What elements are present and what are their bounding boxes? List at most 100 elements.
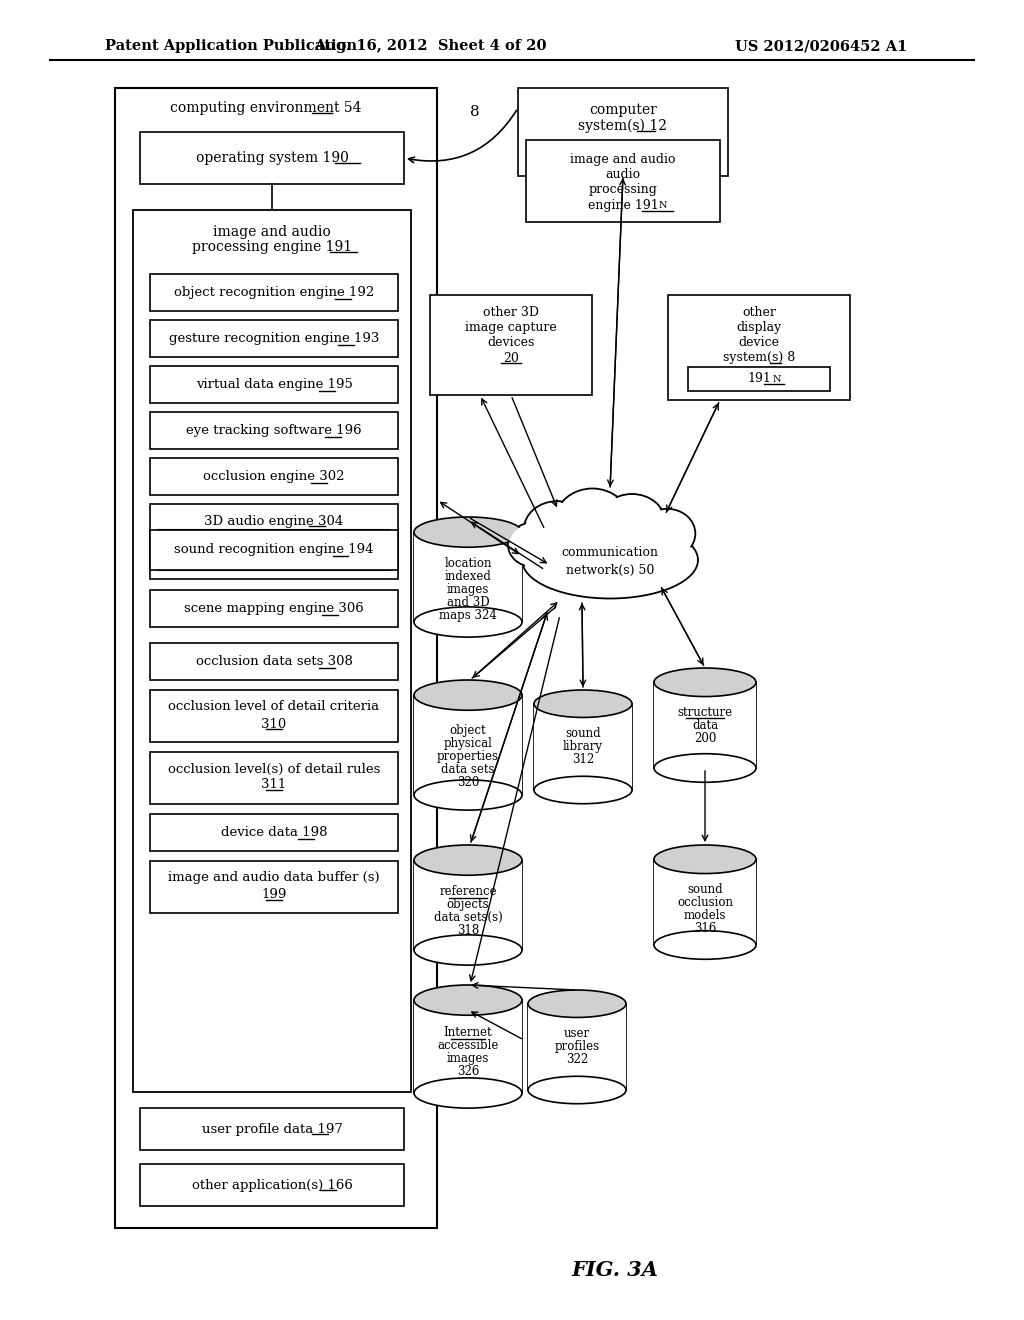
- Bar: [654, 859, 756, 945]
- Text: devices: devices: [487, 337, 535, 350]
- Text: occlusion: occlusion: [677, 896, 733, 908]
- Text: other application(s) 166: other application(s) 166: [191, 1179, 352, 1192]
- Ellipse shape: [534, 690, 632, 718]
- Text: audio: audio: [605, 169, 641, 181]
- Text: data sets: data sets: [441, 763, 495, 776]
- Text: maps 324: maps 324: [439, 609, 497, 622]
- Text: library: library: [563, 741, 603, 754]
- Text: 312: 312: [571, 754, 594, 767]
- Text: system(s) 8: system(s) 8: [723, 351, 795, 364]
- Text: operating system 190: operating system 190: [196, 150, 348, 165]
- Text: Aug. 16, 2012  Sheet 4 of 20: Aug. 16, 2012 Sheet 4 of 20: [313, 40, 546, 53]
- Bar: [526, 140, 720, 222]
- Text: sound: sound: [565, 727, 601, 741]
- Text: and 3D: and 3D: [446, 597, 489, 609]
- Text: object: object: [450, 723, 486, 737]
- Bar: [133, 210, 411, 1092]
- Text: location: location: [444, 557, 492, 570]
- Ellipse shape: [641, 511, 694, 557]
- Bar: [688, 367, 830, 391]
- Text: images: images: [446, 1052, 489, 1065]
- Text: 199: 199: [261, 888, 287, 902]
- Bar: [150, 814, 398, 851]
- Text: virtual data engine 195: virtual data engine 195: [196, 378, 352, 391]
- Bar: [528, 1003, 626, 1090]
- Text: user profile data 197: user profile data 197: [202, 1122, 342, 1135]
- Bar: [140, 1107, 404, 1150]
- Bar: [140, 132, 404, 183]
- Text: occlusion engine 302: occlusion engine 302: [203, 470, 345, 483]
- Text: eye tracking software 196: eye tracking software 196: [186, 424, 361, 437]
- Text: 191: 191: [748, 372, 771, 385]
- Text: images: images: [446, 583, 489, 597]
- Bar: [150, 531, 398, 570]
- Text: image capture: image capture: [465, 322, 557, 334]
- Ellipse shape: [509, 524, 556, 565]
- Ellipse shape: [599, 494, 666, 552]
- Ellipse shape: [525, 503, 589, 557]
- Ellipse shape: [654, 931, 756, 960]
- Text: network(s) 50: network(s) 50: [566, 564, 654, 577]
- Text: 20: 20: [503, 351, 519, 364]
- Ellipse shape: [534, 776, 632, 804]
- Text: 318: 318: [457, 924, 479, 937]
- Bar: [150, 752, 398, 804]
- Bar: [150, 643, 398, 680]
- Bar: [668, 294, 850, 400]
- Bar: [150, 366, 398, 403]
- Text: device data 198: device data 198: [221, 826, 328, 840]
- Text: reference: reference: [439, 886, 497, 898]
- Text: Patent Application Publication: Patent Application Publication: [105, 40, 357, 53]
- Ellipse shape: [414, 517, 522, 548]
- Text: objects: objects: [446, 898, 489, 911]
- Text: occlusion data sets 308: occlusion data sets 308: [196, 655, 352, 668]
- Bar: [140, 1164, 404, 1206]
- Text: N: N: [773, 375, 781, 384]
- Ellipse shape: [414, 780, 522, 810]
- Text: system(s) 12: system(s) 12: [579, 119, 668, 133]
- Bar: [150, 458, 398, 495]
- Text: 3D audio engine 304: 3D audio engine 304: [205, 515, 344, 528]
- Ellipse shape: [600, 495, 664, 549]
- Text: scene mapping engine 306: scene mapping engine 306: [184, 602, 364, 615]
- Text: other 3D: other 3D: [483, 306, 539, 319]
- Text: 316: 316: [694, 921, 716, 935]
- Text: other: other: [742, 306, 776, 319]
- Text: US 2012/0206452 A1: US 2012/0206452 A1: [735, 40, 907, 53]
- Text: image and audio: image and audio: [570, 153, 676, 166]
- Text: Internet: Internet: [443, 1026, 493, 1039]
- Text: models: models: [684, 908, 726, 921]
- Text: physical: physical: [443, 737, 493, 750]
- Ellipse shape: [654, 845, 756, 874]
- Bar: [414, 696, 522, 795]
- Ellipse shape: [522, 521, 698, 598]
- Text: device: device: [738, 337, 779, 350]
- Text: sound recognition engine 194: sound recognition engine 194: [174, 544, 374, 557]
- Text: 310: 310: [261, 718, 287, 730]
- Text: sound: sound: [687, 883, 723, 896]
- Text: image and audio: image and audio: [213, 224, 331, 239]
- Text: 320: 320: [457, 776, 479, 788]
- Text: image and audio data buffer (s): image and audio data buffer (s): [168, 871, 380, 884]
- Ellipse shape: [414, 607, 522, 638]
- Bar: [158, 531, 390, 570]
- Text: communication: communication: [561, 545, 658, 558]
- Text: 200: 200: [694, 731, 716, 744]
- Bar: [518, 88, 728, 176]
- Ellipse shape: [654, 668, 756, 697]
- Bar: [150, 275, 398, 312]
- Ellipse shape: [414, 1078, 522, 1107]
- Ellipse shape: [414, 680, 522, 710]
- Ellipse shape: [557, 490, 628, 550]
- Text: 322: 322: [566, 1053, 588, 1067]
- Ellipse shape: [523, 502, 591, 558]
- Text: FIG. 3A: FIG. 3A: [571, 1261, 658, 1280]
- Text: 311: 311: [261, 779, 287, 792]
- Bar: [414, 1001, 522, 1093]
- Text: data sets(s): data sets(s): [433, 911, 503, 924]
- Text: display: display: [736, 322, 781, 334]
- Ellipse shape: [528, 1076, 626, 1104]
- Text: profiles: profiles: [554, 1040, 600, 1053]
- Bar: [534, 704, 632, 789]
- Ellipse shape: [414, 985, 522, 1015]
